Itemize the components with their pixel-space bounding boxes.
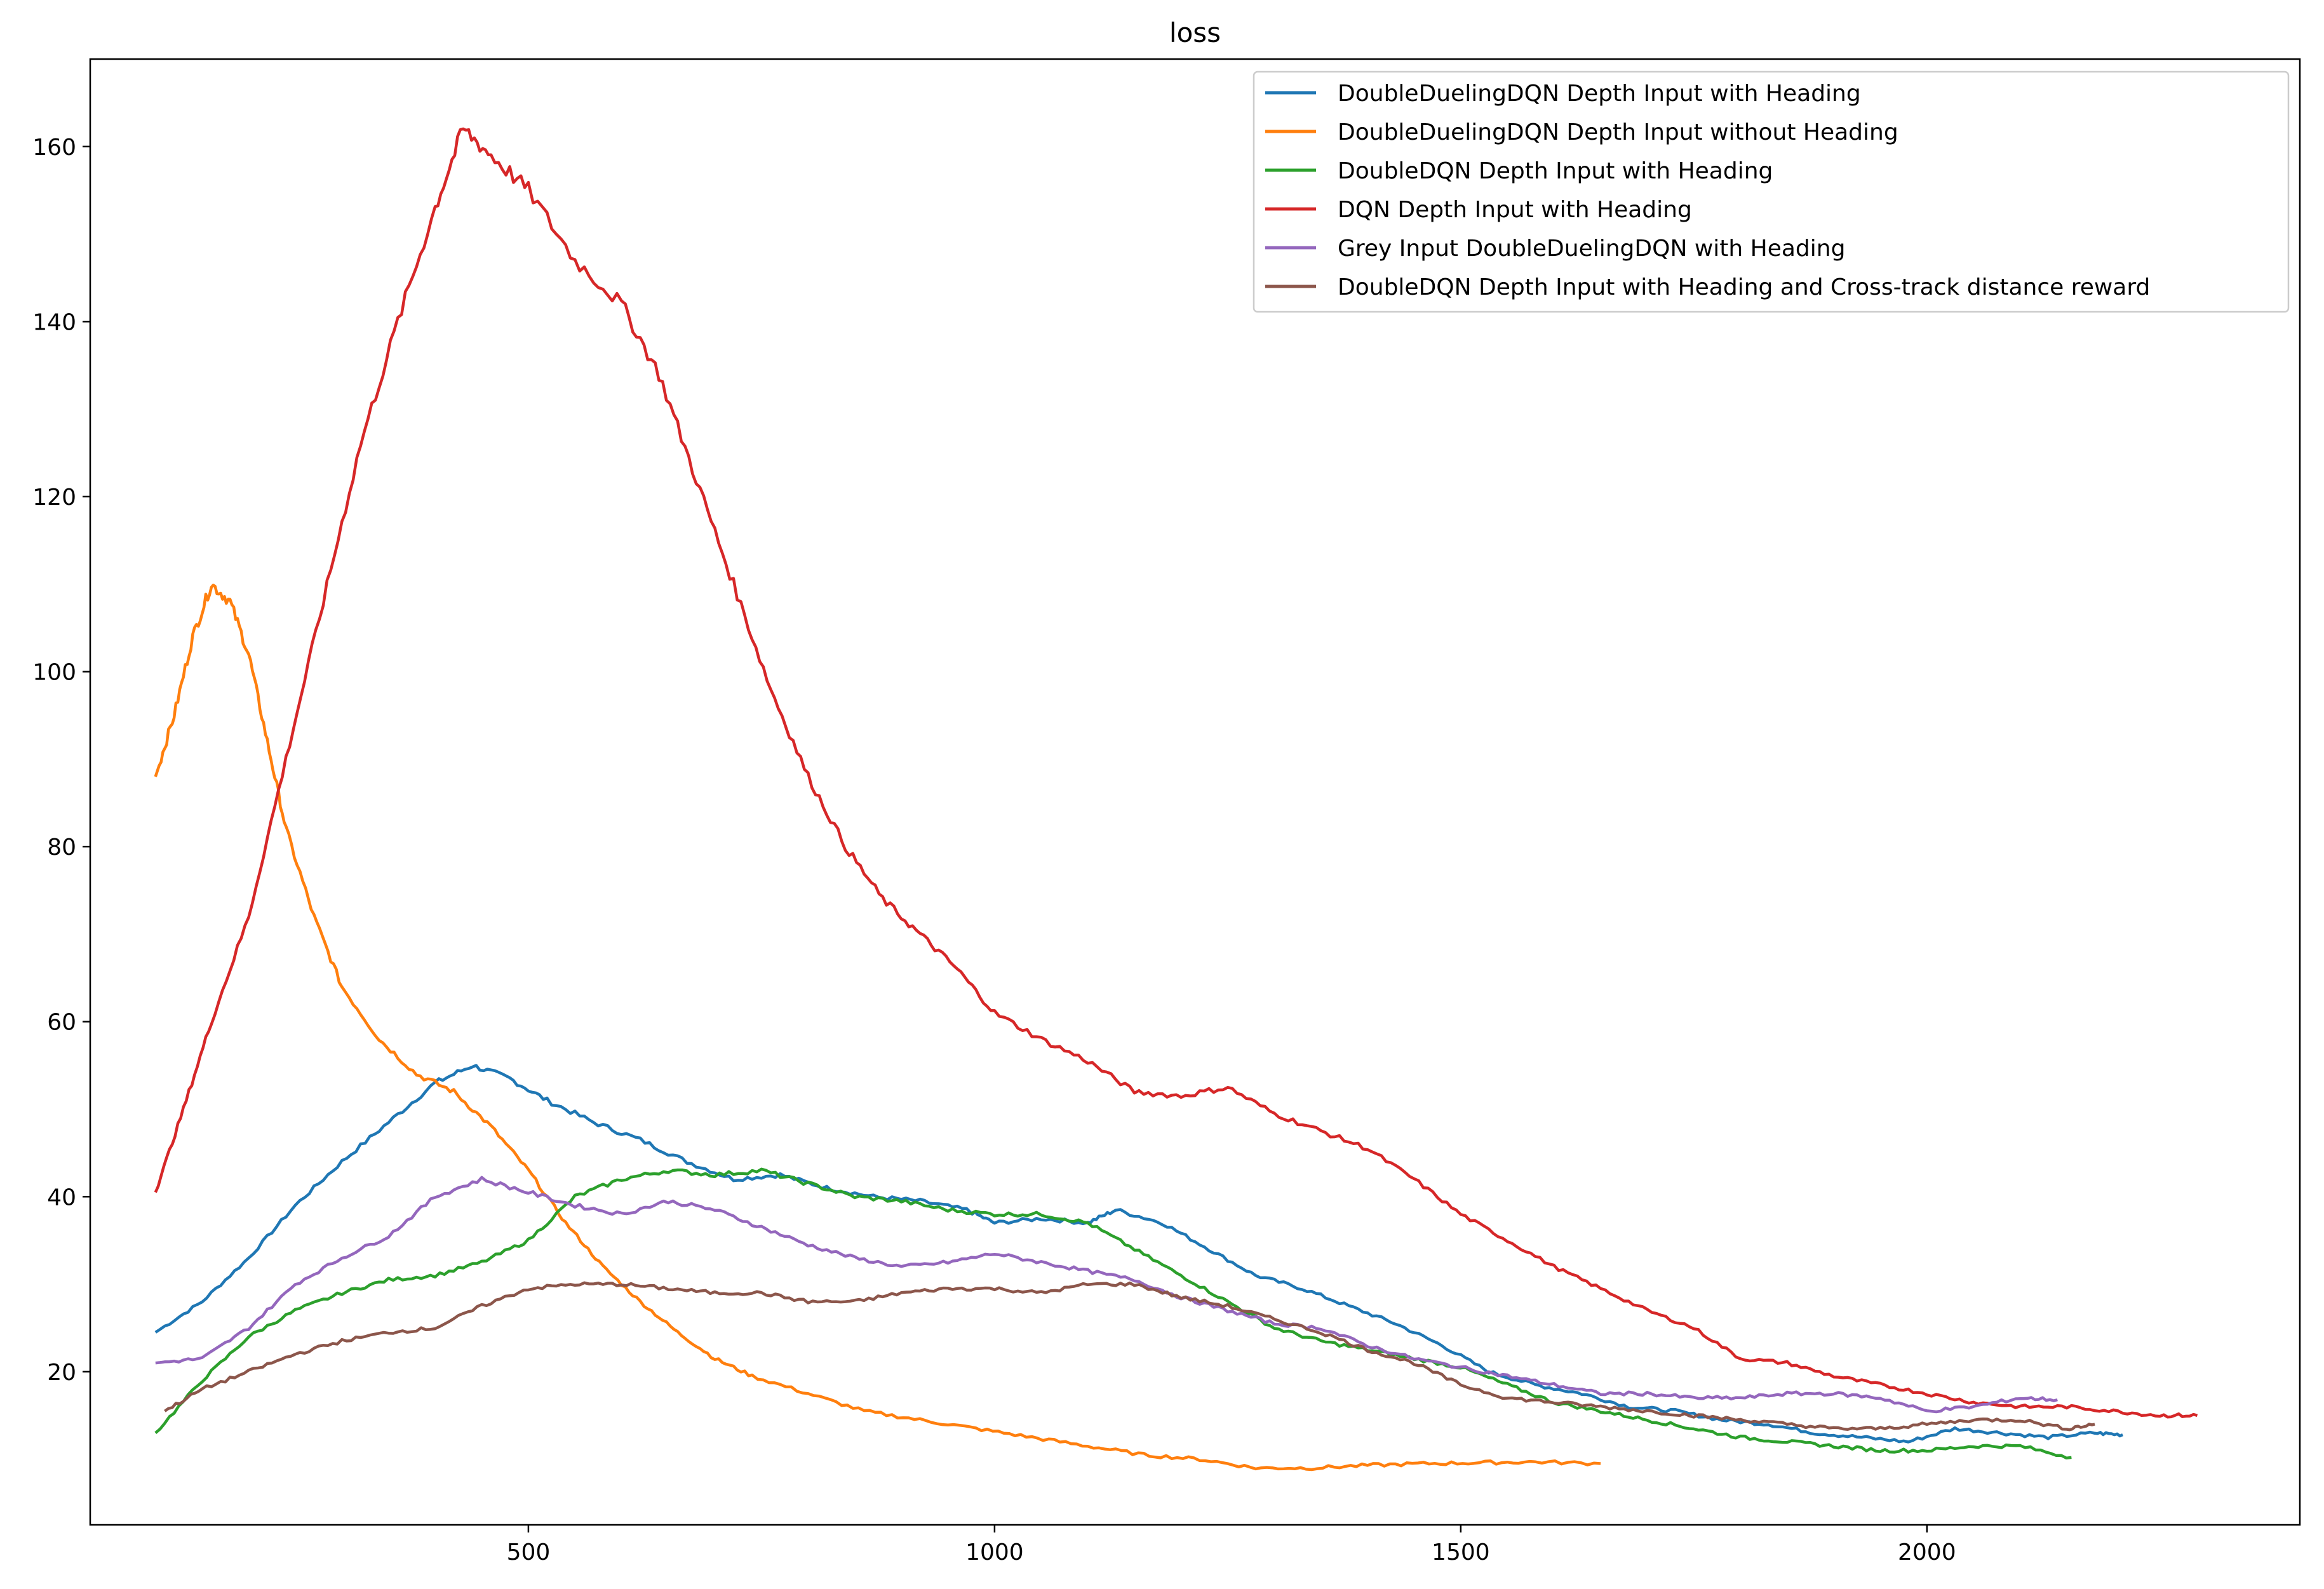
y-tick-label: 160	[32, 135, 76, 161]
x-tick-label: 1500	[1432, 1539, 1490, 1566]
legend: DoubleDuelingDQN Depth Input with Headin…	[1253, 70, 2290, 313]
legend-label-6: DoubleDQN Depth Input with Heading and C…	[1338, 274, 2150, 300]
series-line-3	[154, 1167, 2072, 1460]
chart-title: loss	[1169, 17, 1221, 48]
x-tick-label: 2000	[1898, 1539, 1956, 1566]
series-line-1	[154, 1064, 2124, 1444]
legend-box	[1253, 70, 2290, 313]
series-line-4	[154, 127, 2198, 1419]
x-tick-label: 500	[507, 1539, 551, 1566]
y-tick-label: 40	[47, 1184, 76, 1210]
y-tick-label: 140	[32, 309, 76, 335]
series-line-5	[155, 1176, 2058, 1414]
legend-label-5: Grey Input DoubleDuelingDQN with Heading	[1338, 236, 1845, 262]
legend-label-1: DoubleDuelingDQN Depth Input with Headin…	[1338, 81, 1861, 107]
legend-label-3: DoubleDQN Depth Input with Heading	[1338, 158, 1773, 184]
legend-label-4: DQN Depth Input with Heading	[1338, 197, 1692, 223]
plot-area-frame	[89, 58, 2301, 1526]
y-tick-label: 20	[47, 1360, 76, 1386]
series-layer	[154, 127, 2198, 1472]
x-axis: 500 1000 1500 2000	[507, 1525, 1956, 1566]
y-tick-label: 60	[47, 1010, 76, 1036]
series-line-2	[154, 584, 1601, 1472]
x-tick-label: 1000	[965, 1539, 1024, 1566]
y-tick-label: 80	[47, 835, 76, 861]
y-tick-label: 100	[32, 660, 76, 686]
legend-label-2: DoubleDuelingDQN Depth Input without Hea…	[1338, 119, 1898, 145]
y-axis: 20 40 60 80 100 120 140 160	[32, 135, 90, 1386]
y-tick-label: 120	[32, 485, 76, 511]
series-line-6	[164, 1281, 2095, 1431]
